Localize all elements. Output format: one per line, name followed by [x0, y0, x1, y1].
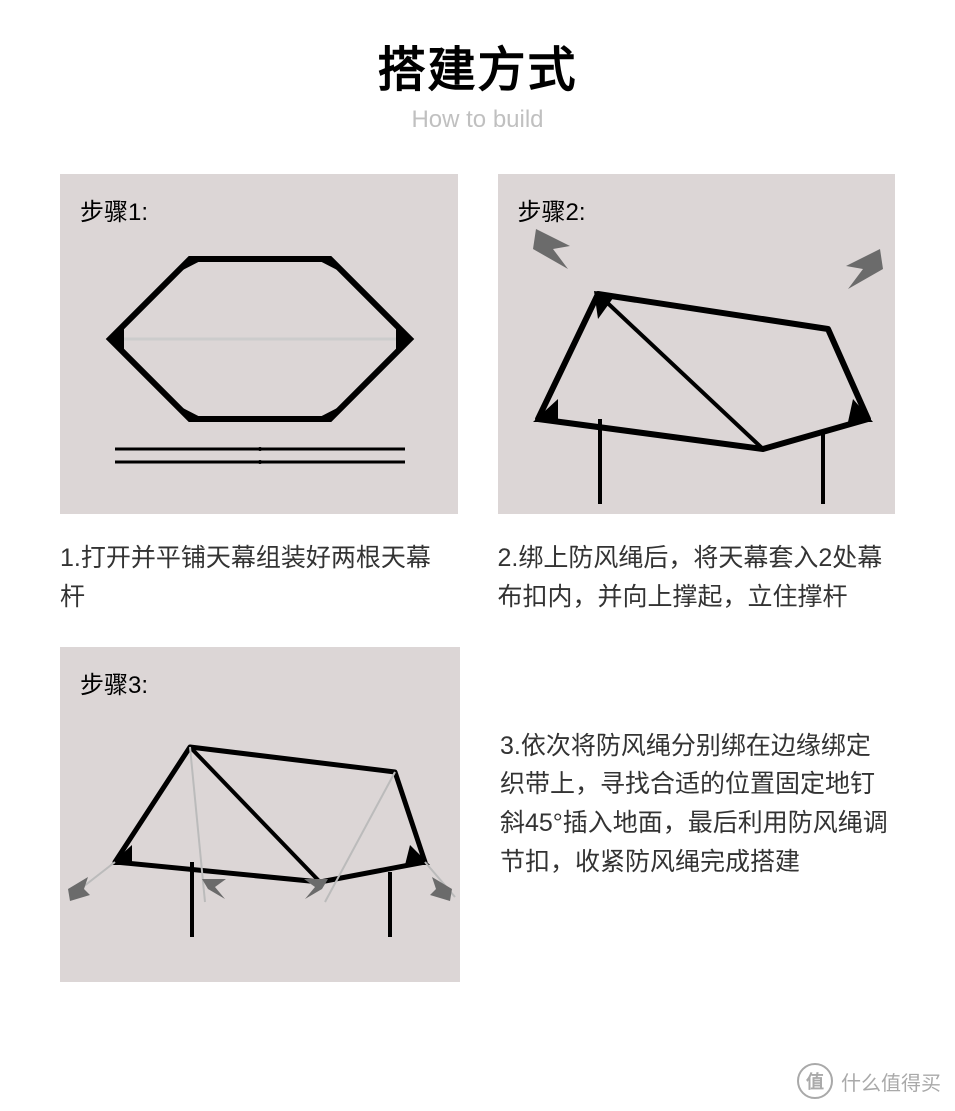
step-2-panel: 步骤2: 2.绑上防风绳后，将天幕套入2处幕布扣内，并向上撑起，立住撑杆	[498, 174, 896, 617]
step-2-svg	[498, 174, 898, 514]
watermark-text: 什么值得买	[841, 1067, 941, 1096]
step-1-diagram: 步骤1:	[60, 174, 458, 514]
step-1-panel: 步骤1: 1.打开并平铺天幕组装好两根天幕杆	[60, 174, 458, 617]
step-3-svg	[60, 647, 460, 982]
watermark: 值 什么值得买	[797, 1063, 941, 1099]
header: 搭建方式 How to build	[0, 0, 955, 154]
page-subtitle: How to build	[0, 106, 955, 134]
steps-grid: 步骤1: 1.打开并平铺天幕组装好两根天幕杆 步骤2:	[0, 154, 955, 982]
step-3-diagram: 步骤3:	[60, 647, 460, 982]
step-3-desc: 3.依次将防风绳分别绑在边缘绑定织带上，寻找合适的位置固定地钉斜45°插入地面，…	[500, 647, 895, 882]
step-2-desc: 2.绑上防风绳后，将天幕套入2处幕布扣内，并向上撑起，立住撑杆	[498, 539, 896, 617]
watermark-logo-icon: 值	[797, 1063, 833, 1099]
step-3-row: 步骤3: 3.依次将防风绳分别绑在边缘绑定织带上，寻找合适的位置固定地钉斜45°…	[60, 647, 895, 982]
page-title: 搭建方式	[0, 30, 955, 100]
step-1-desc: 1.打开并平铺天幕组装好两根天幕杆	[60, 539, 458, 617]
step-2-diagram: 步骤2:	[498, 174, 896, 514]
step-1-svg	[60, 174, 460, 514]
